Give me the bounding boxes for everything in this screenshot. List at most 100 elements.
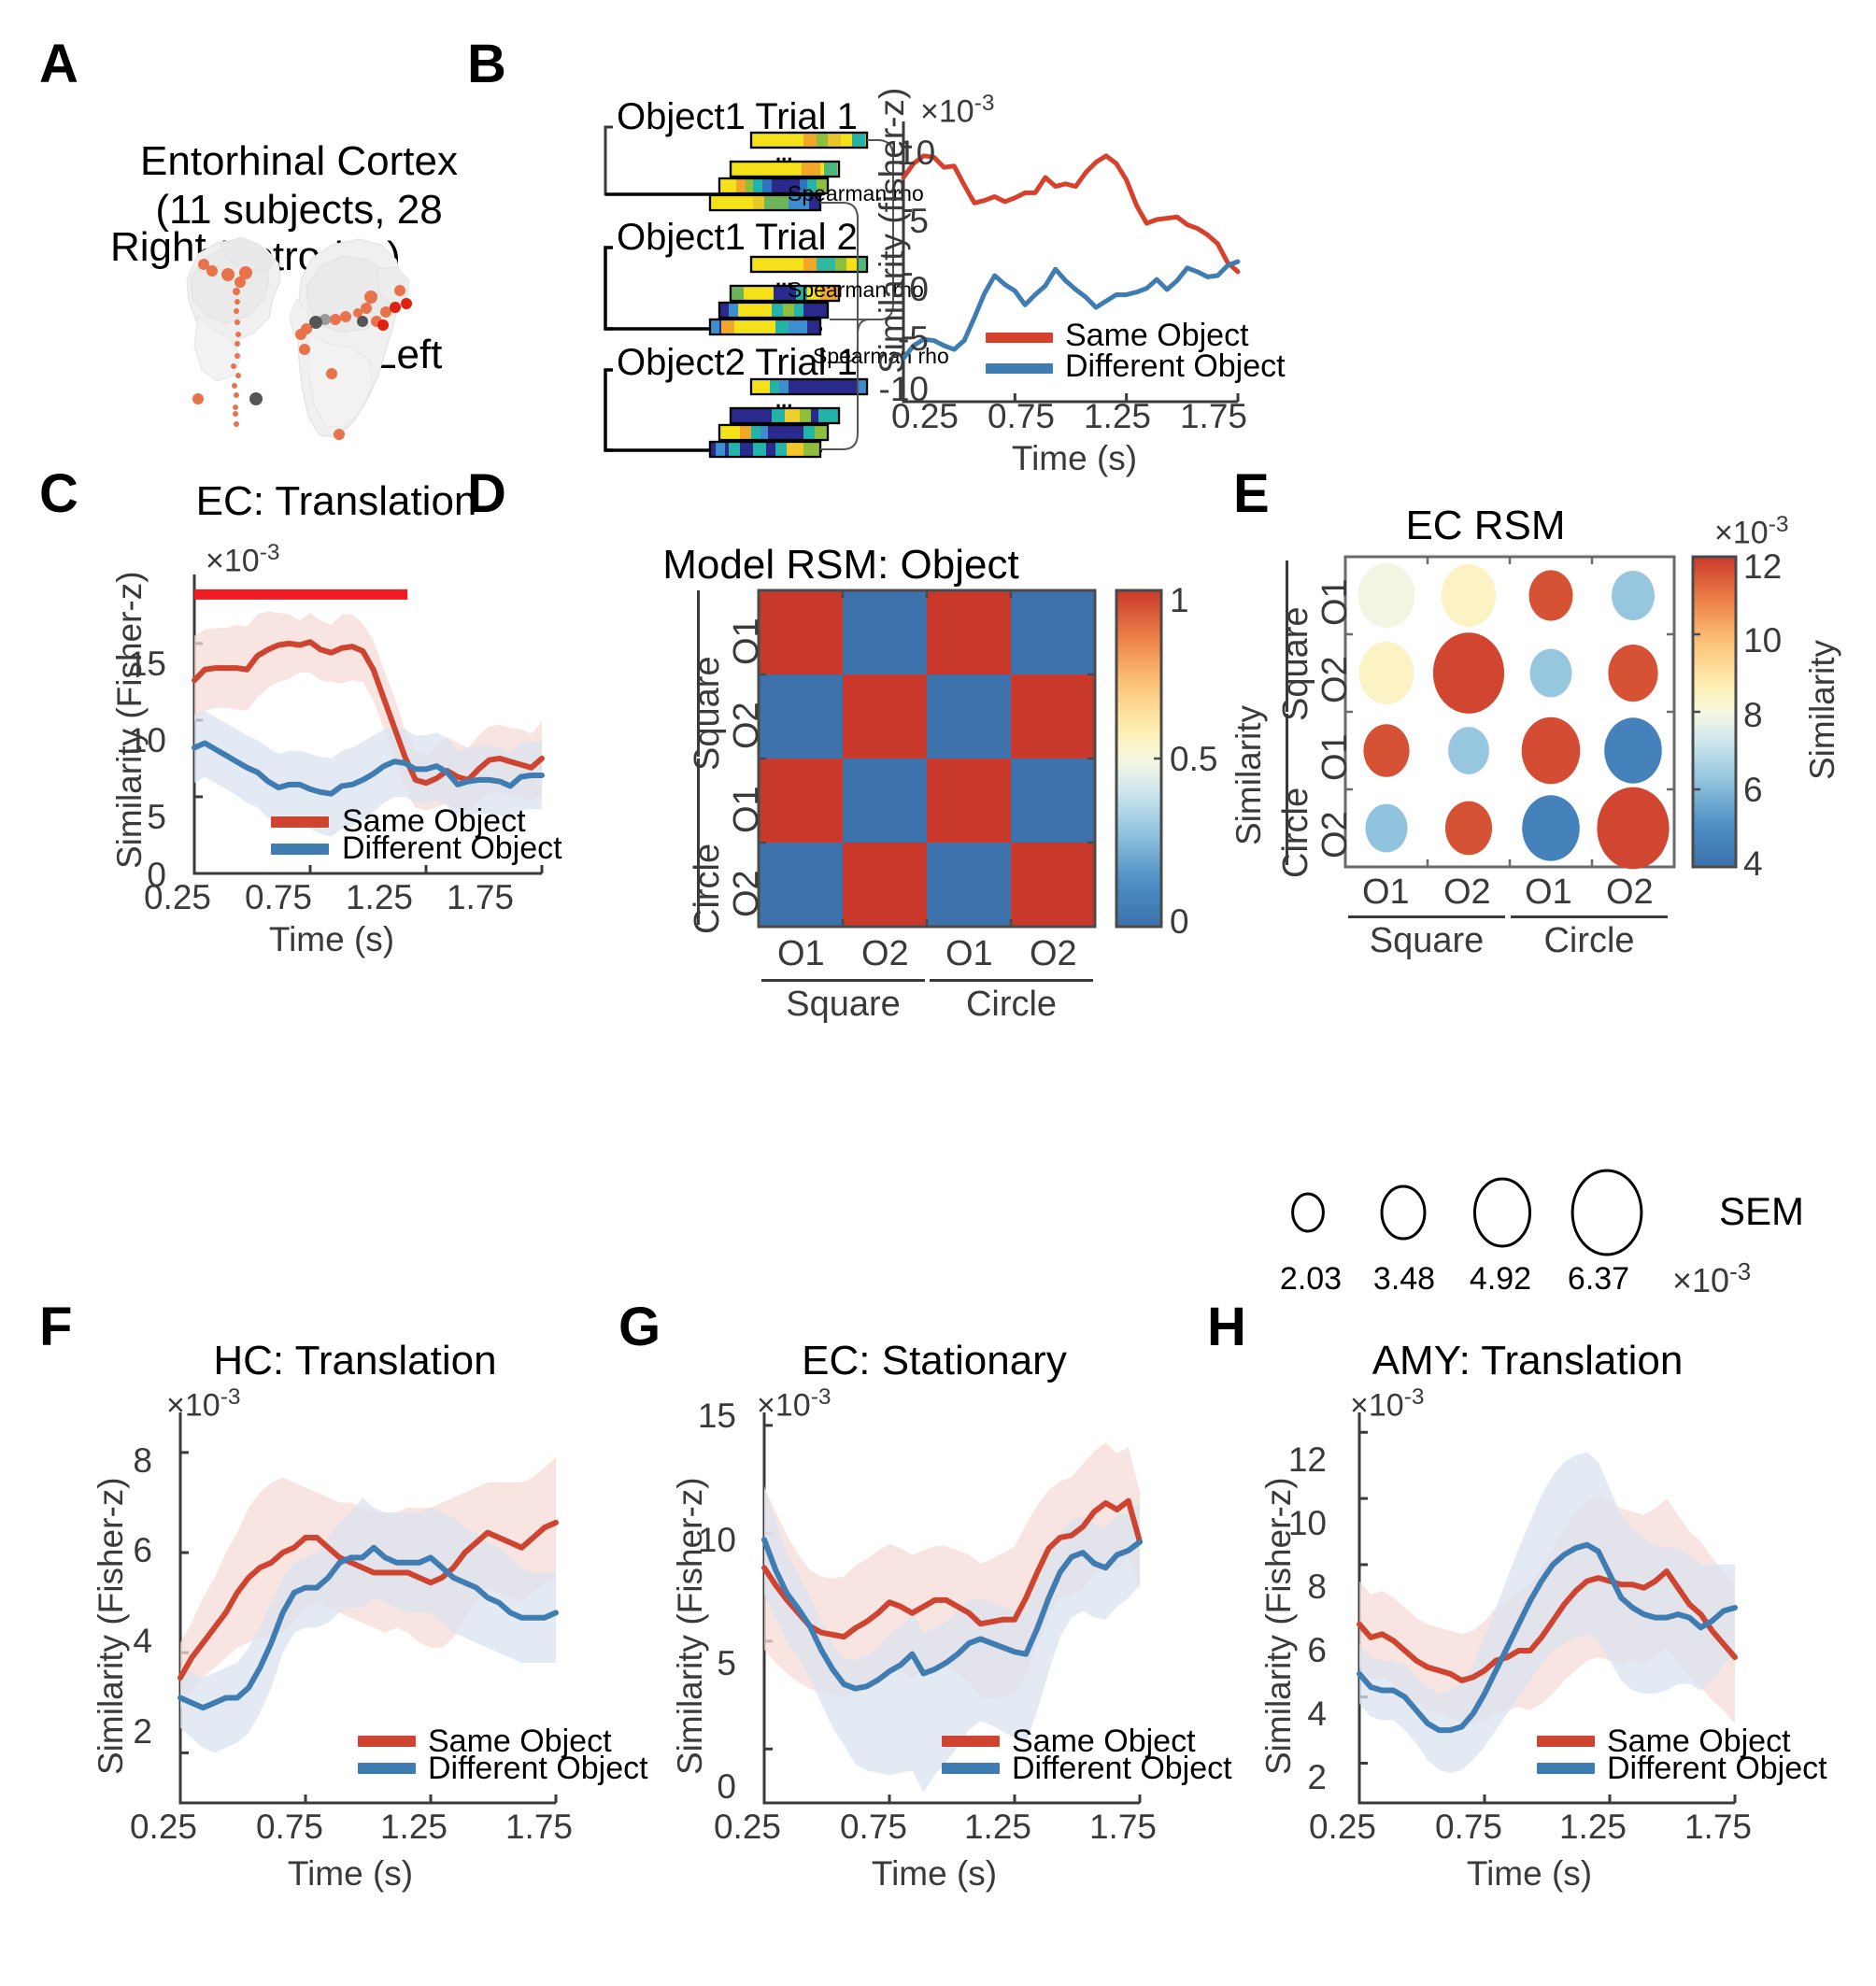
panel-d-colorbar-label: Similarity [1229, 704, 1268, 845]
b-heatmap-bar [729, 160, 841, 178]
b-heatmap-bar [749, 255, 869, 274]
electrode-dot [361, 303, 372, 314]
panel-e-row-group-1: Circle [1276, 787, 1315, 878]
sem-legend-circle [1570, 1169, 1643, 1256]
panel-b-legend-label-0: Same Object [1065, 318, 1249, 353]
panel-g-chart [747, 1412, 1143, 1805]
electrode-dot [234, 353, 240, 359]
rsm-cell [927, 590, 1011, 674]
panel-e-colorbar [1691, 555, 1738, 869]
colorbar-gradient [1691, 555, 1738, 869]
panel-e-sem-value-1: 3.48 [1372, 1261, 1436, 1297]
panel-d-colorbar [1115, 589, 1163, 929]
series-line [1357, 1568, 1738, 1683]
panel-e-colorbar-tick-2: 8 [1743, 696, 1763, 734]
panel-b-xtick-0: 0.25 [890, 397, 959, 435]
panel-b-ytick-2: 0 [909, 270, 929, 308]
b-heatmap-bar [718, 423, 830, 442]
panel-b-spearman-label-2: Spearman rho [813, 344, 949, 368]
panel-g-legend-label-1: Different Object [1012, 1751, 1232, 1786]
panel-d-col-group-rule-1 [930, 979, 1093, 982]
panel-b-y-exponent: ×10-3 [920, 91, 995, 130]
panel-e-col-inner-1: O2 [1443, 872, 1491, 912]
b-heatmap-bar [708, 440, 822, 459]
panel-g-ytick-1: 5 [717, 1644, 736, 1682]
b-heatmap-bar [749, 377, 869, 396]
b-heatmap-bar [729, 406, 841, 425]
electrode-dot [330, 314, 341, 325]
rsm-cell [1011, 590, 1095, 674]
series-line [761, 1497, 1143, 1640]
panel-h-xlabel: Time (s) [1466, 1854, 1593, 1893]
electrode-dot [380, 306, 391, 318]
panel-f-legend-swatch-0 [358, 1736, 416, 1747]
rsm-cell [927, 759, 1011, 843]
panel-f-xlabel: Time (s) [287, 1854, 414, 1893]
panel-g-ytick-0: 0 [717, 1767, 736, 1806]
electrode-dot [234, 308, 239, 314]
panel-d-row-inner-3: O2 [727, 870, 766, 917]
sem-band [1359, 1452, 1735, 1774]
panel-g-ylabel: Similarity (Fisher-z) [671, 1477, 709, 1775]
rsm-bubble [1612, 571, 1655, 620]
electrode-dot [377, 319, 389, 331]
panel-e-row-inner-3: O2 [1315, 811, 1355, 858]
panel-a-right-label: Right [110, 224, 206, 270]
panel-c-legend-label-1: Different Object [342, 830, 562, 866]
electrode-dots [192, 259, 412, 440]
panel-e-col-group-rule-1 [1511, 915, 1668, 918]
electrode-dot [206, 265, 218, 277]
panel-h-xtick-0: 0.25 [1308, 1808, 1376, 1846]
panel-c-chart [178, 575, 545, 875]
panel-c-xtick-1: 0.75 [244, 878, 312, 916]
panel-d-colorbar-tick-1: 0.5 [1170, 740, 1218, 778]
panel-e-colorbar-exponent: ×10-3 [1714, 512, 1789, 551]
electrode-dot [231, 363, 236, 369]
panel-c-xtick-3: 1.75 [446, 878, 514, 916]
rsm-cell [927, 674, 1011, 759]
panel-h-xtick-1: 0.75 [1434, 1808, 1502, 1846]
panel-h-chart [1343, 1412, 1738, 1805]
right-hemisphere-mesh [186, 236, 281, 382]
panel-h-ytick-2: 6 [1307, 1631, 1327, 1669]
electrode-dot [234, 277, 246, 288]
panel-b-ytick-3: -5 [898, 319, 929, 358]
panel-f-ylabel: Similarity (Fisher-z) [92, 1477, 130, 1775]
rsm-bubble [1448, 727, 1489, 774]
panel-b-xtick-3: 1.75 [1179, 397, 1247, 435]
panel-e-colorbar-tick-0: 12 [1743, 547, 1783, 586]
panel-h-ytick-4: 10 [1287, 1504, 1327, 1542]
panel-e-sem-legend [1243, 1158, 1728, 1261]
rsm-bubble [1521, 716, 1581, 785]
rsm-bubble [1608, 644, 1658, 702]
panel-h-legend-label-0: Same Object [1607, 1724, 1791, 1759]
panel-d-col-inner-1: O2 [861, 934, 909, 973]
panel-g-xlabel: Time (s) [871, 1854, 998, 1893]
panel-e-colorbar-label: Similarity [1803, 639, 1841, 780]
panel-f-chart [163, 1412, 559, 1805]
sem-legend-circle [1291, 1192, 1325, 1233]
panel-c-title: EC: Translation [195, 478, 477, 524]
panel-e-row-inner-0: O1 [1315, 578, 1355, 626]
panel-b-group-label-1: Object1 Trial 2 [617, 217, 858, 258]
panel-d-col-group-rule-0 [761, 979, 925, 982]
rsm-bubble [1597, 787, 1670, 870]
panel-g-y-exponent: ×10-3 [757, 1384, 831, 1424]
electrode-dot [295, 329, 306, 340]
panel-f-legend-label-1: Different Object [428, 1751, 648, 1786]
panel-e-row-group-0: Square [1276, 606, 1315, 721]
panel-f-y-exponent: ×10-3 [166, 1384, 241, 1424]
panel-letter-d: D [467, 463, 506, 524]
electrode-dot [234, 341, 240, 347]
rsm-bubble [1358, 642, 1414, 704]
panel-h-legend-swatch-1 [1537, 1763, 1595, 1774]
series-line [901, 259, 1241, 362]
panel-d-row-inner-2: O1 [727, 786, 766, 833]
panel-b-group-label-2: Object2 Trial 1 [617, 342, 858, 383]
panel-e-col-group-0: Square [1369, 921, 1485, 960]
electrode-dot [249, 392, 263, 405]
panel-f-ytick-3: 8 [133, 1441, 152, 1480]
panel-letter-f: F [39, 1297, 73, 1357]
electrode-dot [235, 373, 241, 378]
panel-g-ytick-2: 10 [697, 1521, 736, 1559]
